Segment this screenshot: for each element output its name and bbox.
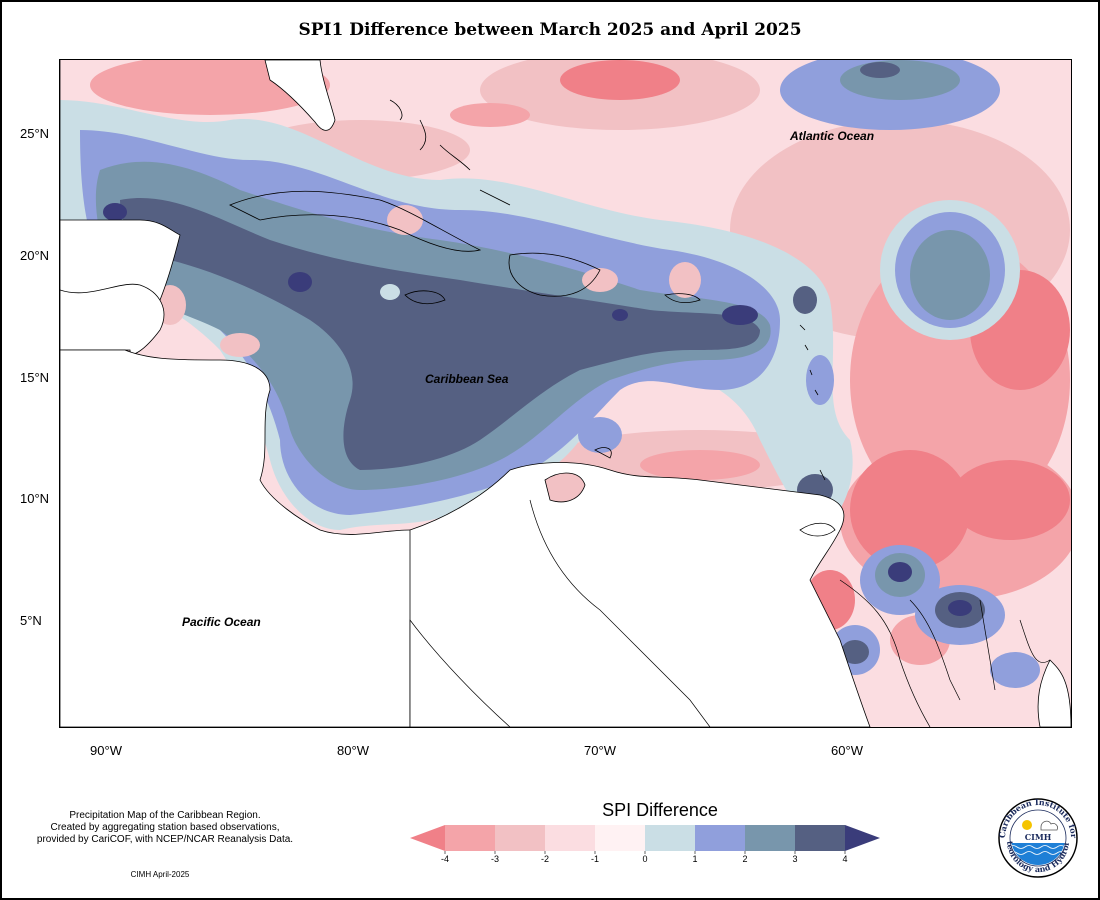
lat-label-15n: 15°N [20,370,50,385]
hispaniola [508,252,601,297]
legend-swatch [645,825,695,851]
colombia-venezuela [529,499,711,727]
bahamas [389,99,511,206]
mexico-east [60,283,165,355]
credit-line-1: Precipitation Map of the Caribbean Regio… [69,810,261,821]
logo-emblem [1011,820,1065,865]
legend-tick-label: 3 [792,854,797,864]
cimh-logo: Caribbean Institute for Meteorology and … [997,797,1079,878]
jamaica [404,290,446,305]
guyana-suriname [909,599,961,701]
legend-tick-label: -4 [441,854,449,864]
map-title: SPI1 Difference between March 2025 and A… [298,20,802,40]
venezuela-guyana [839,579,931,727]
spi-map: Atlantic Ocean Caribbean Sea Pacific Oce… [59,59,1072,728]
legend-tick-label: 1 [692,854,697,864]
trinidad [799,522,836,537]
maracaibo [544,472,586,503]
legend-ticks: -4 -3 -2 -1 0 1 2 3 4 [441,851,848,864]
credit-line-2: Created by aggregating station based obs… [50,822,280,833]
legend-swatch [745,825,795,851]
legend-swatch-max [845,825,880,851]
guiana-brazil [1019,619,1051,663]
legend-title: SPI Difference [602,800,718,820]
cloud-icon [1040,820,1058,831]
south-america [409,462,871,727]
lat-label-25n: 25°N [20,126,50,141]
atlantic-ocean-label: Atlantic Ocean [790,129,875,143]
lon-label-90w: 90°W [90,743,122,758]
credit-line-3: provided by CariCOF, with NCEP/NCAR Rean… [36,834,294,845]
caribbean-sea-label: Caribbean Sea [425,372,509,386]
colombia-ecuador [409,619,511,727]
lat-label-5n: 5°N [20,613,42,628]
legend-swatch-min [410,825,445,851]
legend-tick-label: -1 [591,854,599,864]
florida [264,60,336,131]
suriname-guiana [979,599,996,691]
legend-swatch [795,825,845,851]
contour-4 [103,203,127,221]
landmasses [60,60,1071,727]
puerto-rico [664,293,701,303]
islands [229,99,836,537]
legend-tick-label: -3 [491,854,499,864]
legend-colorbar: -4 -3 -2 -1 0 1 2 3 4 [410,825,880,864]
legend-tick-label: -2 [541,854,549,864]
brazil-coast [1037,659,1071,727]
cuba [229,190,482,252]
legend-swatch [595,825,645,851]
spi-field-svg [60,60,1071,727]
legend-swatch [495,825,545,851]
lat-label-20n: 20°N [20,248,50,263]
lon-label-70w: 70°W [584,743,616,758]
logo-acronym: CIMH [1025,832,1052,842]
borders [409,499,1051,727]
legend-swatch [545,825,595,851]
contour-3-4 [120,198,760,470]
legend-swatches [410,825,880,851]
credit-text: Precipitation Map of the Caribbean Regio… [0,810,330,846]
legend-swatch [445,825,495,851]
legend-tick-label: 4 [842,854,847,864]
pacific-ocean-label: Pacific Ocean [182,615,261,629]
credit-date: CIMH April-2025 [130,870,190,879]
legend-tick-label: 2 [742,854,747,864]
lat-label-10n: 10°N [20,491,50,506]
lesser-antilles [594,324,826,481]
lon-label-80w: 80°W [337,743,369,758]
legend-tick-label: 0 [642,854,647,864]
legend-swatch [695,825,745,851]
sun-icon [1022,820,1032,830]
lon-label-60w: 60°W [831,743,863,758]
